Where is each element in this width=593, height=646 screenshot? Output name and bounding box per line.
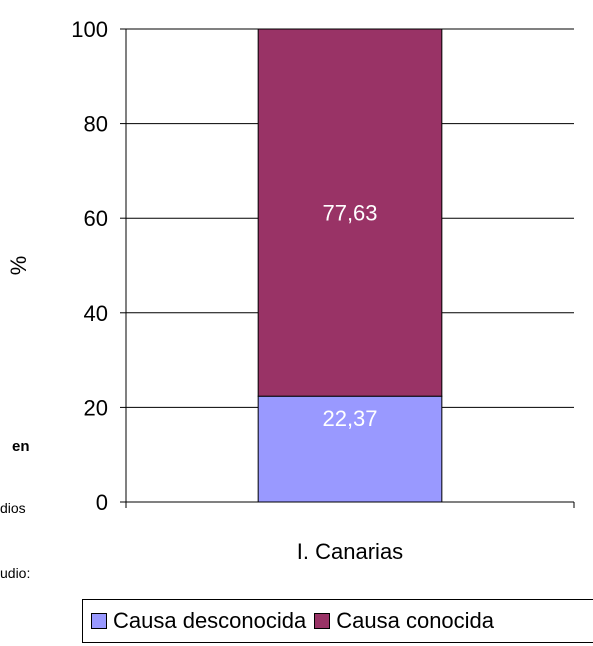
y-tick-label-2: 40 xyxy=(84,301,108,326)
bar-segment-0 xyxy=(257,395,443,503)
legend-item-0: Causa desconocida xyxy=(91,608,306,634)
legend-swatch-1 xyxy=(314,613,331,629)
side-text-fragment-3: udio: xyxy=(0,565,31,581)
side-text-fragment-1: en xyxy=(12,438,30,455)
y-tick-label-1: 20 xyxy=(84,395,108,420)
y-tick-label-0: 0 xyxy=(96,490,108,515)
legend-swatch-0 xyxy=(91,613,107,629)
y-tick-label-3: 60 xyxy=(84,206,108,231)
legend-label-1: Causa conocida xyxy=(336,608,495,633)
y-axis-title: % xyxy=(6,256,31,276)
stacked-bar-chart: 0 20 40 60 80 100 22,37 77,63 % I. Canarias xyxy=(6,17,575,564)
y-tick-label-4: 80 xyxy=(84,112,108,137)
data-label-0: 22,37 xyxy=(322,406,377,431)
bars xyxy=(257,28,443,503)
category-labels: I. Canarias xyxy=(297,539,403,564)
bar-segment-1 xyxy=(257,28,443,397)
legend-label-0: Causa desconocida xyxy=(113,608,307,633)
y-axis-ticks: 0 20 40 60 80 100 xyxy=(71,17,575,515)
legend-item-1: Causa conocida xyxy=(314,608,494,634)
y-tick-label-5: 100 xyxy=(71,17,108,42)
legend: Causa desconocida Causa conocida xyxy=(82,599,593,643)
data-labels: 22,37 77,63 xyxy=(322,201,377,432)
category-label-0: I. Canarias xyxy=(297,539,403,564)
side-text-fragment-2: dios xyxy=(0,500,26,516)
data-label-1: 77,63 xyxy=(322,201,377,226)
